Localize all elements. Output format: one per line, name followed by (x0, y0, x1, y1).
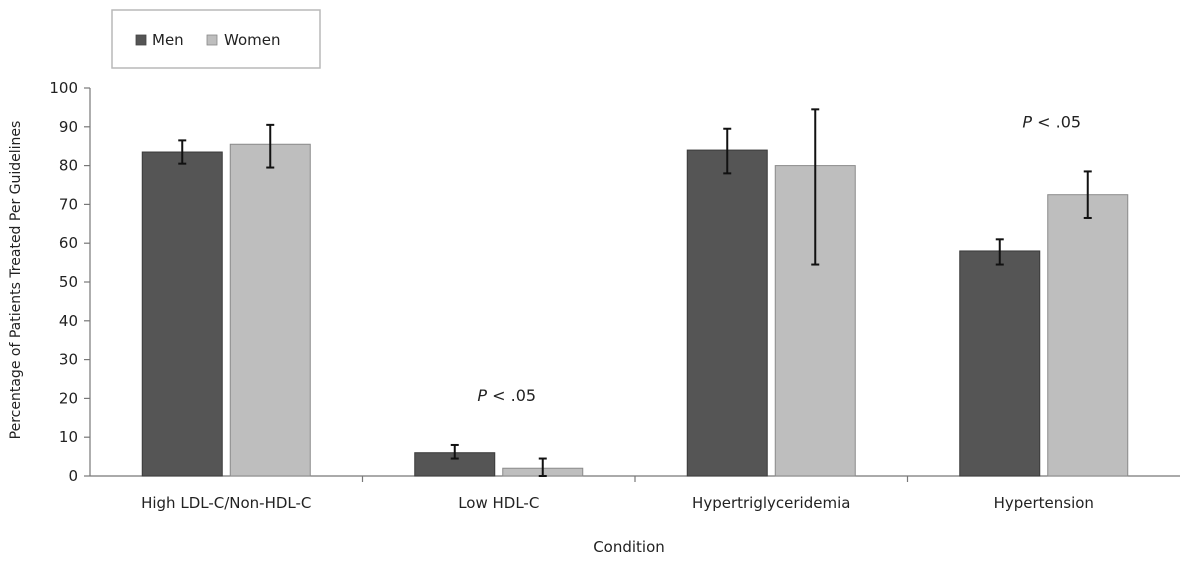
annotations: P < .05 P < .05 (477, 112, 1081, 405)
error-bar (178, 139, 187, 165)
error-bar (995, 238, 1004, 266)
y-axis-title: Percentage of Patients Treated Per Guide… (8, 121, 24, 440)
error-bars (178, 108, 1092, 477)
error-bar (723, 127, 732, 175)
bars (141, 143, 1129, 477)
legend-swatch-women (206, 34, 218, 46)
bar-women (1047, 194, 1129, 477)
p-value-annotation: P < .05 (477, 386, 536, 405)
y-axis: 0 10 20 30 40 50 60 70 80 90 100 (49, 79, 91, 485)
x-tick-label: Low HDL-C (458, 494, 539, 512)
p-value-annotation: P < .05 (1022, 112, 1081, 131)
legend-swatch-men (135, 34, 147, 46)
error-bar (450, 443, 459, 460)
bar-women (229, 143, 311, 477)
y-tick-label: 60 (59, 234, 78, 252)
y-tick-label: 20 (59, 389, 78, 407)
bar-men (686, 149, 768, 477)
y-tick-label: 100 (49, 79, 78, 97)
bar-men (141, 151, 223, 477)
x-tick-label: Hypertriglyceridemia (692, 494, 850, 512)
bar-men (959, 250, 1041, 477)
legend-label-men: Men (152, 31, 184, 49)
y-tick-label: 50 (59, 273, 78, 291)
error-bar (811, 108, 820, 266)
x-tick-label: High LDL-C/Non-HDL-C (141, 494, 311, 512)
y-tick-label: 90 (59, 118, 78, 136)
x-axis-title: Condition (593, 538, 665, 556)
y-tick-label: 30 (59, 351, 78, 369)
error-bar (538, 457, 547, 477)
y-tick-label: 10 (59, 428, 78, 446)
error-bar (1083, 170, 1092, 219)
y-tick-label: 80 (59, 157, 78, 175)
x-tick-label: Hypertension (994, 494, 1094, 512)
x-axis: High LDL-C/Non-HDL-C Low HDL-C Hypertrigly… (90, 475, 1180, 512)
y-tick-label: 40 (59, 312, 78, 330)
legend: Men Women (111, 9, 321, 69)
y-tick-label: 0 (68, 467, 78, 485)
legend-label-women: Women (224, 31, 280, 49)
y-tick-label: 70 (59, 195, 78, 213)
error-bar (266, 123, 275, 169)
